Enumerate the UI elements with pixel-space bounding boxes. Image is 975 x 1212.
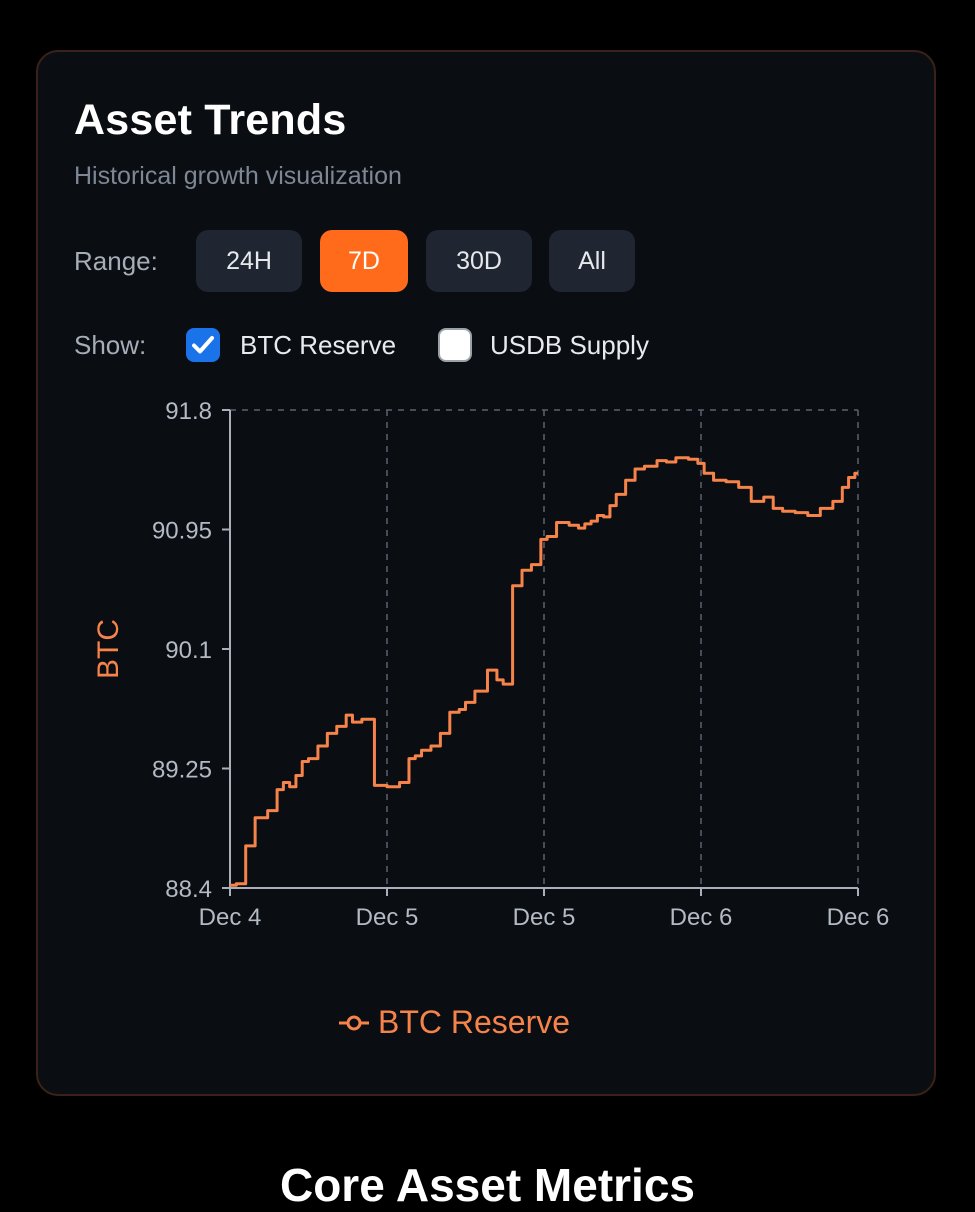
chart-series (230, 456, 858, 887)
legend-label-btc-reserve: BTC Reserve (378, 1004, 571, 1040)
chart-grid (230, 409, 859, 888)
range-button-24h[interactable]: 24H (196, 230, 302, 292)
x-tick-label: Dec 5 (356, 904, 419, 931)
x-tick-label: Dec 5 (513, 904, 576, 931)
core-asset-metrics-heading: Core Asset Metrics (279, 1159, 695, 1211)
btc-reserve-line-chart: Dec 4 Dec 5 Dec 5 Dec 6 Dec 6 91.8 90.95 90.1 89… (92, 398, 889, 931)
card-title: Asset Trends (74, 96, 347, 144)
usdb-supply-label[interactable]: USDB Supply (490, 330, 649, 360)
y-tick-label: 90.1 (165, 637, 212, 664)
show-label: Show: (74, 330, 147, 360)
legend-line-marker-icon (339, 1015, 369, 1030)
x-tick-label: Dec 4 (199, 904, 262, 931)
y-tick-label: 89.25 (152, 757, 212, 784)
range-button-30d[interactable]: 30D (426, 230, 532, 292)
y-tick-label: 88.4 (165, 876, 212, 903)
chart-axes (222, 409, 859, 896)
x-tick-label: Dec 6 (670, 904, 733, 931)
series-line-btc-reserve (230, 456, 858, 887)
range-label: Range: (74, 246, 158, 276)
card-subtitle: Historical growth visualization (74, 162, 402, 190)
y-tick-label: 91.8 (165, 398, 212, 425)
asset-trends-card: Asset Trends Historical growth visualiza… (36, 50, 936, 1096)
chart-labels: Dec 4 Dec 5 Dec 5 Dec 6 Dec 6 91.8 90.95 90.1 89… (92, 398, 889, 931)
x-tick-label: Dec 6 (827, 904, 890, 931)
y-tick-label: 90.95 (152, 518, 212, 545)
chart-legend: BTC Reserve (338, 1004, 570, 1041)
range-button-all[interactable]: All (549, 230, 635, 292)
btc-reserve-label[interactable]: BTC Reserve (240, 330, 397, 360)
usdb-supply-checkbox[interactable] (438, 328, 472, 362)
checkmark-icon (192, 336, 214, 354)
y-axis-label: BTC (92, 619, 125, 679)
btc-reserve-checkbox[interactable] (186, 328, 220, 362)
range-button-7d[interactable]: 7D (320, 230, 408, 292)
